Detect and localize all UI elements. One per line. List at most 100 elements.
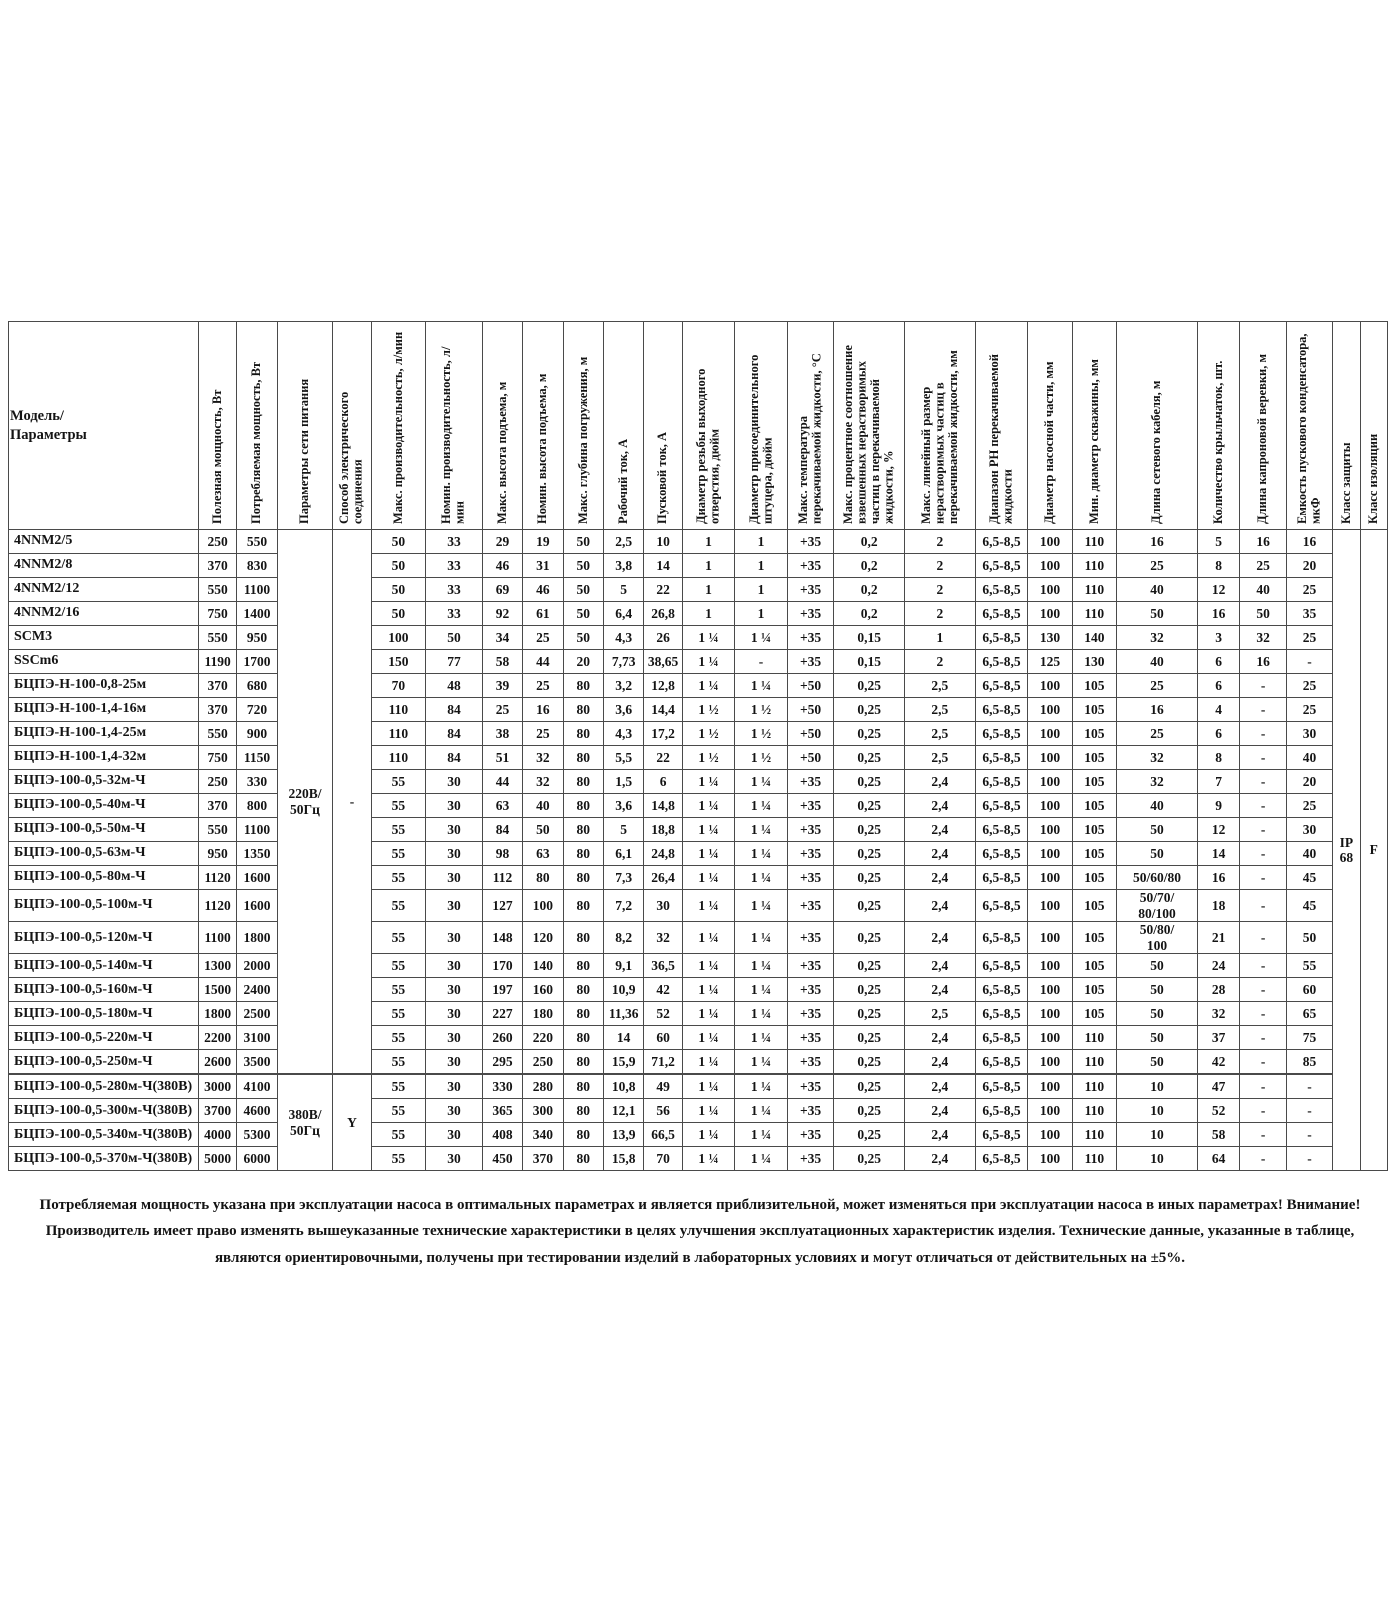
useful-power-cell: 4000: [197, 1122, 238, 1148]
value-cell: 30: [425, 1073, 483, 1100]
value-cell: 1 ½: [681, 697, 736, 722]
value-cell: 0,2: [833, 601, 905, 626]
column-header-label: Количество крыльчаток, шт.: [1210, 360, 1225, 524]
value-cell: -: [1239, 697, 1287, 722]
value-cell: 3: [1196, 625, 1241, 650]
value-cell: 1: [681, 577, 736, 602]
value-cell: 0,25: [833, 841, 905, 866]
consumed-power-cell: 1600: [236, 888, 278, 923]
value-cell: 110: [1071, 1073, 1118, 1100]
table-row: БЦПЭ-Н-100-1,4-16м 370 720 110 84 25 16 80 3,6 14…: [8, 697, 1388, 722]
model-cell: БЦПЭ-100-0,5-120м-Ч: [8, 921, 199, 955]
model-cell: 4NNM2/12: [8, 577, 199, 602]
value-cell: 6,5-8,5: [974, 977, 1029, 1003]
useful-power-cell: 3700: [197, 1098, 238, 1124]
consumed-power-cell: 1600: [236, 865, 278, 890]
value-cell: +35: [786, 601, 835, 626]
value-cell: -: [1239, 673, 1287, 698]
value-cell: -: [1239, 1122, 1287, 1148]
column-header-14: Макс. температура перекачиваемой жидкост…: [786, 321, 835, 530]
value-cell: 22: [643, 577, 683, 602]
value-cell: 30: [425, 1098, 483, 1124]
value-cell: +35: [786, 841, 835, 866]
value-cell: 36,5: [643, 953, 683, 979]
value-cell: 110: [1071, 553, 1118, 578]
value-cell: 10: [1116, 1122, 1198, 1148]
value-cell: 6,5-8,5: [974, 769, 1029, 794]
value-cell: 0,25: [833, 817, 905, 842]
value-cell: +50: [786, 745, 835, 770]
value-cell: 34: [481, 625, 524, 650]
value-cell: 55: [370, 865, 427, 890]
value-cell: 50: [370, 529, 427, 554]
value-cell: 55: [370, 888, 427, 923]
table-row: БЦПЭ-100-0,5-370м-Ч(380В) 5000 6000 55 30 450…: [8, 1146, 1388, 1172]
value-cell: 1 ¼: [734, 817, 788, 842]
model-cell: БЦПЭ-100-0,5-160м-Ч: [8, 977, 199, 1003]
value-cell: 3,6: [602, 697, 645, 722]
consumed-power-cell: 6000: [236, 1146, 278, 1172]
value-cell: 2,4: [903, 1025, 976, 1051]
value-cell: 48: [425, 673, 483, 698]
model-cell: БЦПЭ-100-0,5-63м-Ч: [8, 841, 199, 866]
value-cell: 100: [1027, 841, 1073, 866]
consumed-power-cell: 830: [236, 553, 278, 578]
value-cell: 100: [1027, 1073, 1073, 1100]
consumed-power-cell: 2000: [236, 953, 278, 979]
value-cell: 50: [1239, 601, 1287, 626]
value-cell: 26,8: [643, 601, 683, 626]
value-cell: 2,4: [903, 793, 976, 818]
table-row: БЦПЭ-100-0,5-120м-Ч 1100 1800 55 30 148 120 80 8…: [8, 921, 1388, 955]
value-cell: 55: [370, 1098, 427, 1124]
value-cell: 197: [481, 977, 524, 1003]
value-cell: -: [734, 649, 788, 674]
value-cell: 1 ¼: [681, 977, 736, 1003]
value-cell: 39: [481, 673, 524, 698]
value-cell: 5: [1196, 529, 1241, 554]
consumed-power-cell: 1700: [236, 649, 278, 674]
useful-power-cell: 1800: [197, 1001, 238, 1027]
value-cell: 1,5: [602, 769, 645, 794]
value-cell: 1 ¼: [734, 673, 788, 698]
value-cell: 6,5-8,5: [974, 1073, 1029, 1100]
column-header-17: Диапазон PH перекачиваемой жидкости: [974, 321, 1029, 530]
value-cell: +35: [786, 1025, 835, 1051]
value-cell: 25: [1285, 577, 1334, 602]
value-cell: 55: [1285, 953, 1334, 979]
value-cell: 100: [1027, 953, 1073, 979]
value-cell: 55: [370, 1122, 427, 1148]
value-cell: 1 ¼: [681, 1146, 736, 1172]
value-cell: -: [1239, 1098, 1287, 1124]
value-cell: 100: [1027, 697, 1073, 722]
value-cell: 45: [1285, 865, 1334, 890]
column-header-3: Параметры сети питания: [276, 321, 334, 530]
value-cell: 0,2: [833, 529, 905, 554]
value-cell: 31: [522, 553, 564, 578]
useful-power-cell: 750: [197, 745, 238, 770]
value-cell: 49: [643, 1073, 683, 1100]
useful-power-cell: 370: [197, 553, 238, 578]
value-cell: 1 ¼: [734, 769, 788, 794]
value-cell: +35: [786, 817, 835, 842]
value-cell: 1 ¼: [681, 953, 736, 979]
model-cell: БЦПЭ-100-0,5-32м-Ч: [8, 769, 199, 794]
column-header-2: Потребляемая мощность, Вт: [236, 321, 278, 530]
value-cell: 64: [1196, 1146, 1241, 1172]
useful-power-cell: 1120: [197, 865, 238, 890]
value-cell: 1 ¼: [681, 673, 736, 698]
value-cell: 55: [370, 793, 427, 818]
value-cell: 0,25: [833, 1073, 905, 1100]
value-cell: 450: [481, 1146, 524, 1172]
value-cell: 1 ¼: [734, 625, 788, 650]
table-header: Модель/ Параметры Полезная мощность, Вт П…: [8, 321, 1389, 530]
value-cell: -: [1239, 865, 1287, 890]
useful-power-cell: 750: [197, 601, 238, 626]
model-cell: SCM3: [8, 625, 199, 650]
table-row: БЦПЭ-100-0,5-180м-Ч 1800 2500 55 30 227 180 80 1…: [8, 1001, 1388, 1027]
column-header-8: Номин. высота подъема, м: [522, 321, 564, 530]
model-cell: БЦПЭ-Н-100-1,4-16м: [8, 697, 199, 722]
value-cell: 24: [1196, 953, 1241, 979]
value-cell: 50: [562, 577, 604, 602]
value-cell: 50: [1116, 977, 1198, 1003]
value-cell: 6,5-8,5: [974, 1098, 1029, 1124]
